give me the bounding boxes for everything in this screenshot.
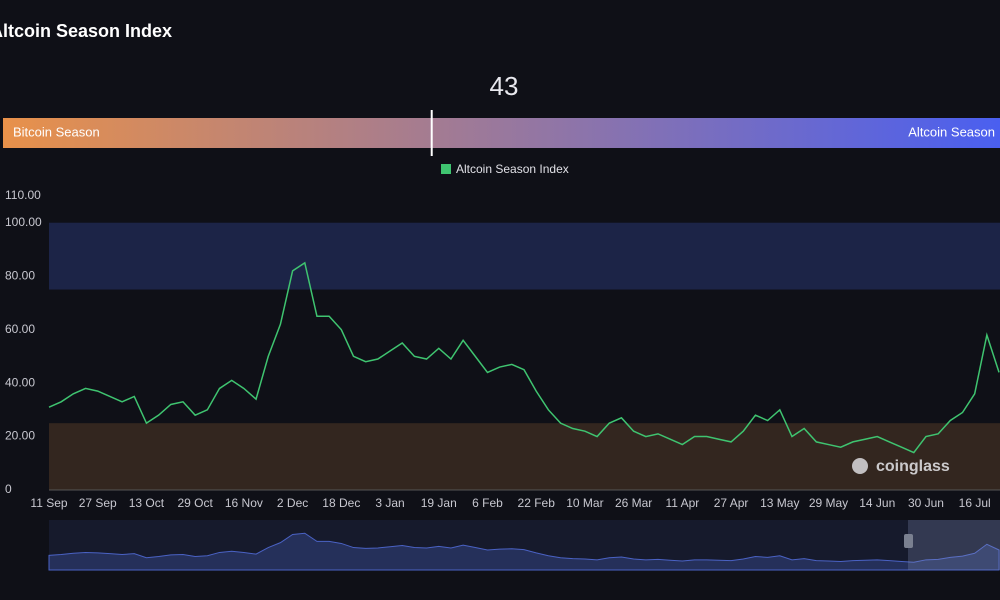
gauge-max-label: Altcoin Season <box>908 124 995 139</box>
legend-swatch <box>441 164 451 174</box>
x-tick-label: 13 May <box>760 496 799 510</box>
series-line <box>48 261 1000 454</box>
overview-handle[interactable] <box>904 534 913 548</box>
band <box>49 222 1000 290</box>
x-tick-label: 18 Dec <box>322 496 360 510</box>
y-tick-label: 20.00 <box>5 429 35 443</box>
gauge-min-label: Bitcoin Season <box>13 124 100 139</box>
x-tick-label: 6 Feb <box>472 496 503 510</box>
x-tick-label: 2 Dec <box>277 496 308 510</box>
y-tick-label: 60.00 <box>5 322 35 336</box>
legend-label: Altcoin Season Index <box>456 162 569 176</box>
x-tick-label: 27 Sep <box>79 496 117 510</box>
y-tick-label: 0 <box>5 482 12 496</box>
watermark-logo <box>852 458 868 474</box>
x-tick-label: 13 Oct <box>129 496 165 510</box>
x-tick-label: 19 Jan <box>421 496 457 510</box>
x-tick-label: 27 Apr <box>714 496 749 510</box>
page-title: Altcoin Season Index <box>0 21 172 41</box>
y-tick-label: 100.00 <box>5 215 42 229</box>
gauge-bar <box>3 118 1000 148</box>
x-tick-label: 29 Oct <box>177 496 213 510</box>
band <box>49 423 1000 490</box>
x-tick-label: 3 Jan <box>375 496 404 510</box>
x-tick-label: 30 Jun <box>908 496 944 510</box>
watermark: coinglass <box>876 458 950 475</box>
x-tick-label: 22 Feb <box>518 496 556 510</box>
x-tick-label: 11 Sep <box>30 496 67 510</box>
y-tick-label: 40.00 <box>5 375 35 389</box>
gauge-value: 43 <box>490 71 519 101</box>
y-tick-label: 110.00 <box>5 188 41 202</box>
x-tick-label: 29 May <box>809 496 848 510</box>
x-tick-label: 26 Mar <box>615 496 652 510</box>
x-tick-label: 16 Jul <box>959 496 991 510</box>
overview-window <box>908 520 1000 570</box>
overview-area <box>48 532 1000 571</box>
y-tick-label: 80.00 <box>5 268 35 282</box>
x-tick-label: 11 Apr <box>665 496 699 510</box>
x-tick-label: 10 Mar <box>566 496 603 510</box>
x-tick-label: 14 Jun <box>859 496 895 510</box>
x-tick-label: 16 Nov <box>225 496 263 510</box>
